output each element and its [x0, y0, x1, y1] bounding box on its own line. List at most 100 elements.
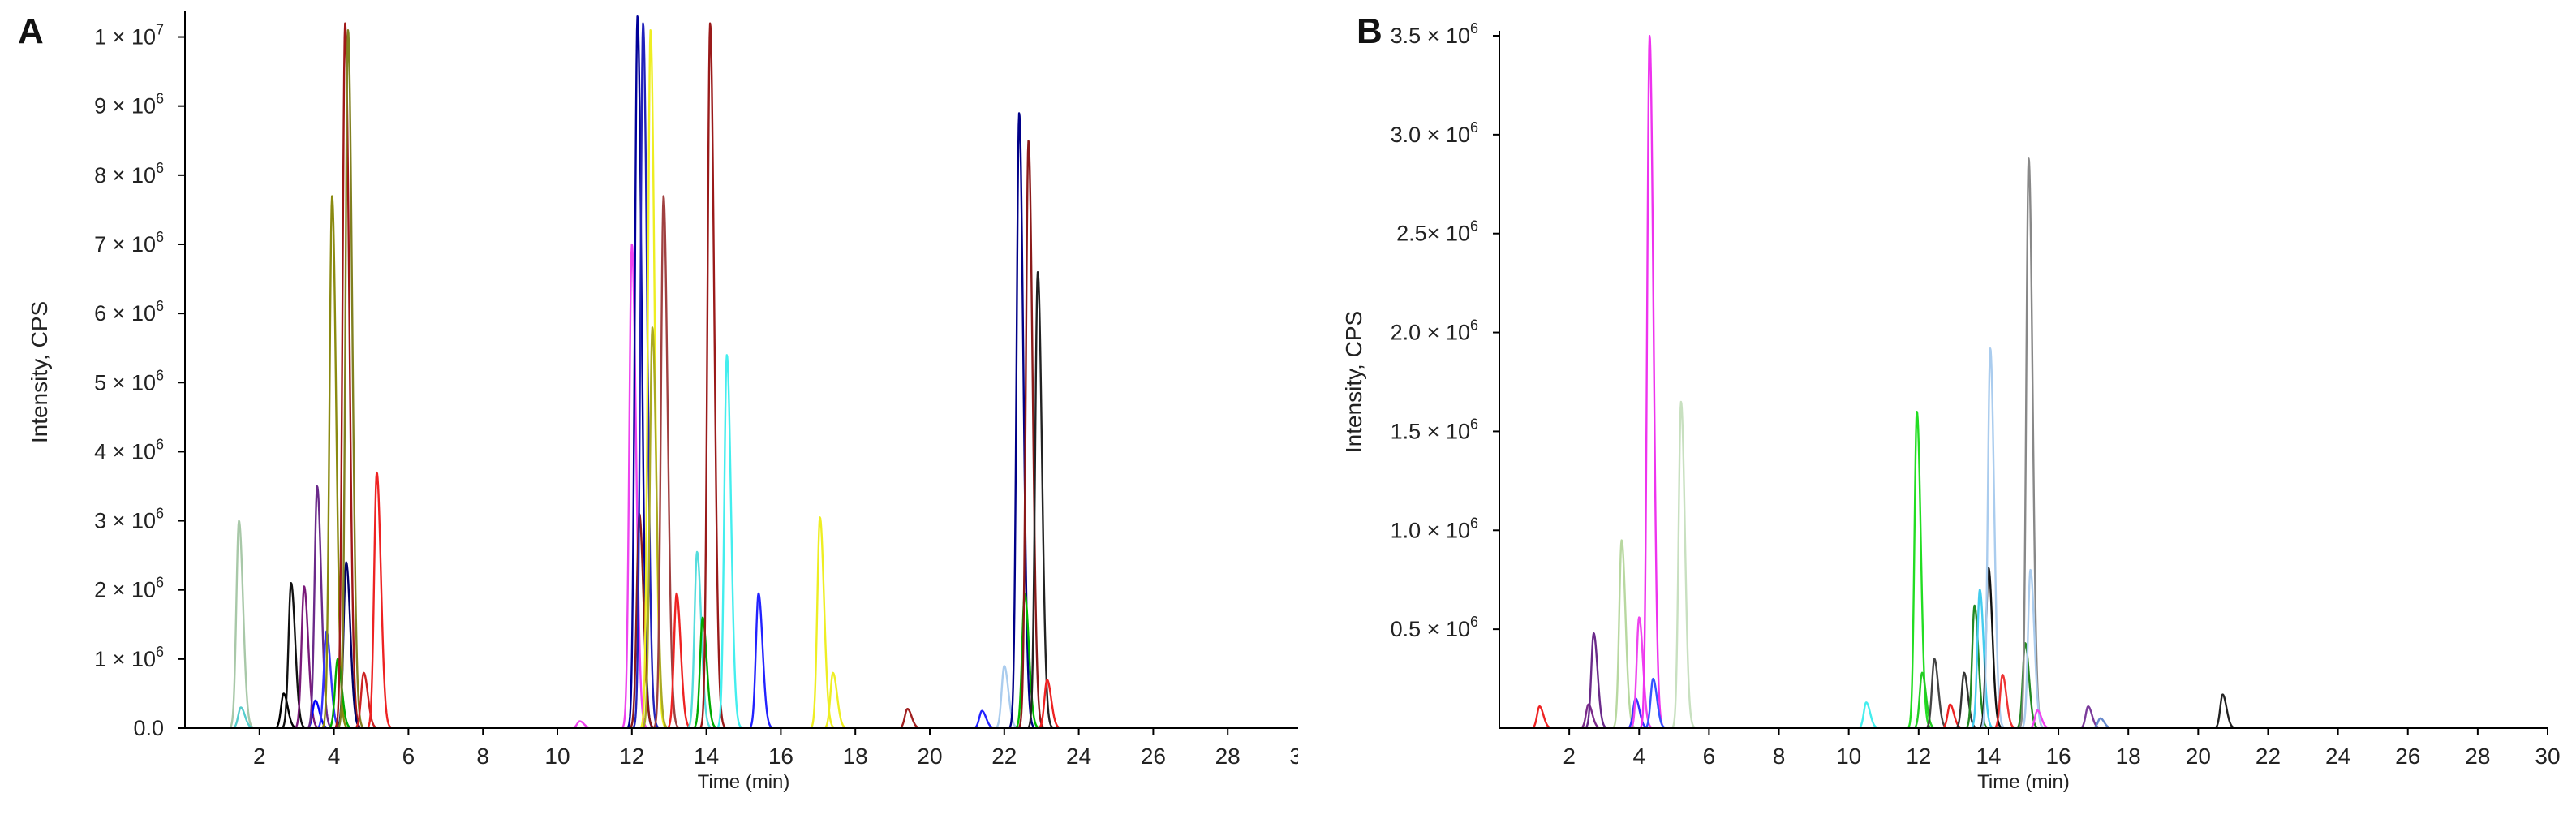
peak-trace: [1609, 539, 1649, 728]
peak-trace: [1580, 632, 1622, 728]
y-tick-label: 2.5× 106: [1396, 218, 1478, 246]
x-axis-label: Time (min): [1977, 771, 2070, 793]
x-tick-label: 16: [2045, 744, 2071, 769]
y-axis-label: Intensity, CPS: [27, 301, 52, 443]
peak-trace: [893, 707, 937, 728]
peak-trace: [331, 22, 375, 728]
peak-trace: [629, 22, 673, 728]
y-tick-label: 9 × 106: [94, 91, 164, 119]
peak-trace: [2075, 705, 2116, 728]
peak-trace: [1623, 697, 1663, 728]
x-tick-label: 8: [1773, 744, 1786, 769]
peak-trace: [1024, 270, 1068, 728]
peak-trace: [2209, 693, 2251, 728]
x-tick-label: 30: [2535, 744, 2560, 769]
peak-trace: [650, 195, 693, 728]
peak-trace: [1921, 658, 1963, 728]
peak-trace: [324, 658, 368, 728]
peak-trace: [1033, 679, 1077, 728]
x-tick-label: 16: [768, 744, 793, 769]
x-axis-label: Time (min): [698, 771, 790, 793]
peak-trace: [1576, 703, 1616, 728]
x-tick-label: 24: [2325, 744, 2350, 769]
peak-trace: [618, 243, 661, 728]
x-tick-label: 4: [1632, 744, 1645, 769]
y-tick-label: 6 × 106: [94, 298, 164, 326]
peak-trace: [1640, 677, 1681, 728]
y-tick-label: 8 × 106: [94, 160, 164, 188]
x-tick-label: 18: [2116, 744, 2141, 769]
x-tick-label: 10: [1836, 744, 1861, 769]
x-tick-label: 28: [2465, 744, 2490, 769]
peak-trace: [2024, 709, 2066, 728]
x-tick-label: 26: [1141, 744, 1166, 769]
x-tick-label: 6: [1703, 744, 1716, 769]
peak-trace: [1951, 671, 1992, 728]
peak-trace: [303, 485, 346, 728]
peak-trace: [683, 550, 727, 728]
peak-trace: [1853, 701, 1894, 728]
chart-panel-b: B 2 4 6 8 10 12 14 16 18 20 22 24 26 28 30 0.5 × 106 1.0…: [1298, 0, 2576, 815]
y-tick-label: 2 × 106: [94, 575, 164, 602]
y-tick-label: 3.0 × 106: [1391, 119, 1478, 147]
y-axis-label: Intensity, CPS: [1341, 311, 1366, 453]
y-tick-label: 1.0 × 106: [1391, 515, 1478, 542]
trace-group: [1526, 35, 2251, 728]
x-tick-label: 6: [402, 744, 415, 769]
peak-trace: [1961, 604, 2002, 728]
y-tick-label: 7 × 106: [94, 229, 164, 257]
y-tick-label: 1 × 106: [94, 644, 164, 671]
x-tick-label: 30: [1289, 744, 1298, 769]
peak-trace: [689, 616, 732, 728]
x-tick-label: 8: [476, 744, 489, 769]
peak-trace: [819, 671, 862, 728]
x-tick-label: 2: [253, 744, 266, 769]
peak-trace: [745, 592, 788, 728]
trace-group: [225, 15, 1077, 728]
x-tick-label: 14: [694, 744, 719, 769]
peak-trace: [350, 671, 393, 728]
y-tick-label: 3.5 × 106: [1391, 20, 1478, 48]
peak-trace: [968, 709, 1012, 728]
peak-trace: [2012, 642, 2053, 728]
peak-trace: [363, 471, 406, 728]
peak-trace: [1636, 35, 1678, 728]
peak-trace: [1626, 616, 1667, 728]
peak-trace: [269, 692, 313, 728]
peak-trace: [1668, 400, 1709, 728]
y-tick-label: 2.0 × 106: [1391, 317, 1478, 345]
y-tick-label: 5 × 106: [94, 367, 164, 395]
peak-trace: [312, 630, 356, 728]
y-tick-label: 0.0: [133, 716, 164, 740]
peak-trace: [696, 22, 740, 728]
x-tick-label: 12: [1906, 744, 1931, 769]
x-tick-label: 10: [544, 744, 570, 769]
x-tick-label: 4: [328, 744, 341, 769]
x-tick-label: 18: [843, 744, 868, 769]
y-tick-label: 3 × 106: [94, 506, 164, 533]
peak-trace: [2015, 157, 2057, 728]
peak-trace: [2017, 568, 2058, 728]
peak-trace: [1014, 140, 1058, 728]
peak-trace: [1526, 705, 1568, 728]
x-tick-label: 26: [2395, 744, 2420, 769]
peak-trace: [225, 520, 269, 728]
peak-trace: [1011, 592, 1055, 728]
y-tick-label: 1 × 107: [94, 22, 164, 50]
x-tick-label: 22: [991, 744, 1017, 769]
y-tick-label: 4 × 106: [94, 436, 164, 464]
x-tick-label: 2: [1563, 744, 1576, 769]
peak-trace: [639, 326, 682, 728]
y-tick-label: 0.5 × 106: [1391, 614, 1478, 641]
x-tick-label: 20: [2186, 744, 2211, 769]
x-tick-label: 28: [1215, 744, 1241, 769]
peak-trace: [663, 592, 706, 728]
panel-label-b: B: [1357, 11, 1383, 51]
x-tick-label: 12: [619, 744, 644, 769]
x-tick-label: 20: [917, 744, 942, 769]
peak-trace: [334, 29, 378, 728]
x-tick-label: 24: [1066, 744, 1091, 769]
